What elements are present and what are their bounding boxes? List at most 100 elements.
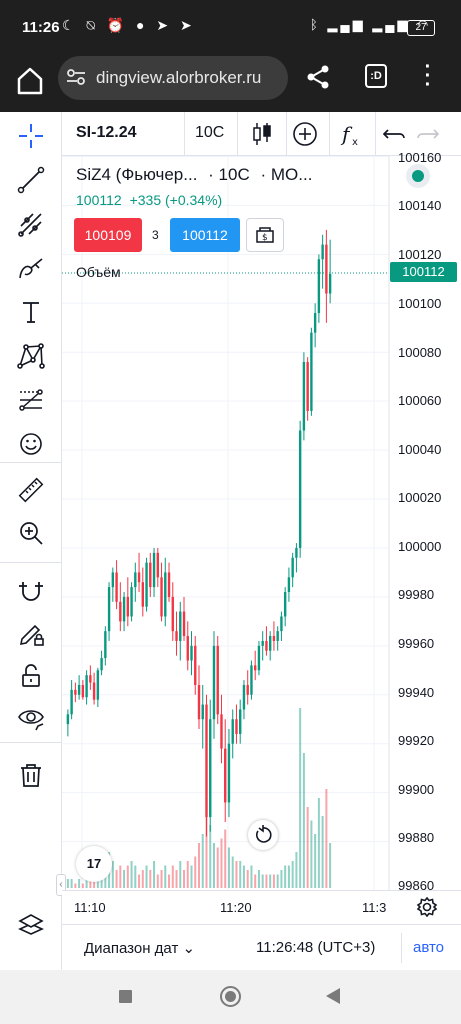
volume-bar <box>254 874 257 888</box>
buy-button[interactable]: 100112 <box>170 218 240 252</box>
recents-icon[interactable] <box>119 990 132 1003</box>
home-button-icon[interactable] <box>220 986 241 1007</box>
price-chart[interactable] <box>62 156 461 890</box>
candle-body <box>92 682 96 700</box>
candle-body <box>317 259 321 314</box>
text-tool[interactable] <box>13 294 49 330</box>
volume-bar <box>149 870 152 888</box>
zoom-tool[interactable] <box>13 515 49 551</box>
volume-bar <box>212 843 215 888</box>
tradingview-logo[interactable]: 17 <box>76 846 112 882</box>
text-icon <box>23 302 39 323</box>
redo-icon[interactable] <box>414 120 442 148</box>
browser-toolbar: dingview.alorbroker.ru :D · · · <box>0 56 461 112</box>
brush-tool[interactable] <box>13 250 49 286</box>
add-compare-icon[interactable] <box>291 120 319 148</box>
site-settings-icon[interactable] <box>66 68 86 86</box>
legend-title[interactable]: SiZ4 (Фьючер... · 10С · МО... <box>76 165 312 185</box>
volume-bar <box>115 870 118 888</box>
volume-bar <box>317 798 320 888</box>
trend-line-icon <box>17 166 45 194</box>
lock-all-tool[interactable] <box>13 658 49 694</box>
object-tree-tool[interactable] <box>13 906 49 942</box>
candle-body <box>77 684 81 695</box>
volume-bar <box>321 816 324 888</box>
emoji-tool[interactable] <box>13 426 49 462</box>
pattern-tool[interactable] <box>13 338 49 374</box>
price-label: 100060 <box>398 393 442 408</box>
price-label: 100020 <box>398 490 442 505</box>
volume-bar <box>269 874 272 888</box>
volume-bar <box>153 861 156 888</box>
volume-bar <box>74 883 77 888</box>
volume-bar <box>280 870 283 888</box>
zoom-in-icon <box>20 522 43 545</box>
time-label: 11:20 <box>220 900 252 915</box>
more-menu-icon[interactable]: · · · <box>424 56 432 96</box>
volume-bar <box>93 879 96 888</box>
trend-line-tool[interactable] <box>13 162 49 198</box>
address-bar[interactable]: dingview.alorbroker.ru <box>58 56 288 100</box>
date-range-label: Диапазон дат <box>84 940 179 957</box>
crosshair-tool[interactable] <box>13 118 49 154</box>
candle-body <box>104 631 107 659</box>
system-nav-bar <box>0 970 461 1024</box>
volume-bar <box>220 838 223 888</box>
timeframe-button[interactable]: 10С <box>195 124 225 141</box>
candle-body <box>209 719 212 818</box>
timezone-clock[interactable]: 11:26:48 (UTC+3) <box>256 939 376 956</box>
volume-bar <box>164 865 167 888</box>
price-label: 99980 <box>398 587 435 602</box>
candle-body <box>107 587 111 632</box>
candle-body <box>325 244 328 294</box>
delete-drawings-tool[interactable] <box>13 757 49 793</box>
ruler-tool[interactable] <box>13 472 49 508</box>
volume-bar <box>216 847 219 888</box>
pitchfork-tool[interactable] <box>13 206 49 242</box>
svg-text:x: x <box>352 137 358 148</box>
reset-chart-button[interactable] <box>248 820 278 850</box>
time-label: 11:3 <box>362 900 387 915</box>
hide-drawings-tool[interactable] <box>13 700 49 736</box>
trade-button[interactable]: $ <box>246 218 284 252</box>
market-status-icon[interactable] <box>406 164 430 188</box>
tabs-button[interactable]: :D <box>365 64 387 88</box>
magnet-tool[interactable] <box>13 573 49 609</box>
svg-text:$: $ <box>262 233 268 243</box>
candle-body <box>179 611 182 641</box>
indicators-icon[interactable]: f x <box>338 120 366 148</box>
volume-bar <box>272 874 275 888</box>
collapse-toolbar-tab[interactable]: ‹ <box>56 874 66 896</box>
chart-pane[interactable]: 100160 100140 100120 100100 100080 10006… <box>56 150 461 896</box>
volume-bar <box>205 807 208 888</box>
candle-body <box>235 719 238 734</box>
undo-icon[interactable] <box>380 120 408 148</box>
fib-tool[interactable] <box>13 382 49 418</box>
share-icon[interactable] <box>306 64 330 90</box>
back-icon[interactable] <box>326 988 340 1004</box>
candle-body <box>122 596 126 622</box>
url-text[interactable]: dingview.alorbroker.ru <box>96 68 262 87</box>
volume-label[interactable]: Объём <box>76 264 121 280</box>
sell-button[interactable]: 100109 <box>74 218 142 252</box>
volume-bar <box>239 861 242 888</box>
candle-body <box>298 430 302 548</box>
candle-body <box>242 684 246 710</box>
auto-scale-button[interactable]: авто <box>413 939 445 956</box>
home-icon[interactable] <box>16 66 44 96</box>
candle-body <box>216 645 219 715</box>
settings-gear-icon[interactable] <box>416 896 438 918</box>
candle-body <box>134 572 137 588</box>
date-range-button[interactable]: Диапазон дат ⌄ <box>84 939 195 957</box>
symbol-search[interactable]: SI-12.24 <box>76 124 137 141</box>
volume-bar <box>295 852 298 888</box>
spread-value: 3 <box>152 228 159 242</box>
legend-price-change: 100112 +335 (+0.34%) <box>76 192 222 208</box>
volume-bar <box>227 847 230 888</box>
time-axis[interactable]: 11:10 11:20 11:3 <box>62 890 461 924</box>
candle-body <box>156 552 159 578</box>
volume-bar <box>123 870 126 888</box>
cash-icon: $ <box>256 227 274 243</box>
candles-icon[interactable] <box>248 120 276 148</box>
lock-drawing-tool[interactable] <box>13 616 49 652</box>
